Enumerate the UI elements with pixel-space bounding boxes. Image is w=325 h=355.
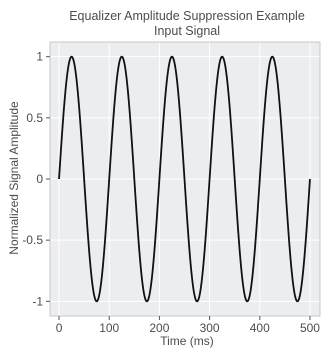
x-tick-label: 300 xyxy=(200,321,220,335)
y-tick-label: -1 xyxy=(32,294,43,308)
x-axis-label: Time (ms) xyxy=(160,334,214,348)
y-tick-label: 1 xyxy=(36,50,43,64)
chart-subtitle: Input Signal xyxy=(154,24,220,38)
y-axis-label: Normalized Signal Amplitude xyxy=(7,101,21,255)
x-tick-label: 400 xyxy=(250,321,270,335)
x-tick-label: 100 xyxy=(99,321,119,335)
x-tick-label: 500 xyxy=(300,321,320,335)
y-tick-label: -0.5 xyxy=(22,233,43,247)
x-tick-label: 0 xyxy=(56,321,63,335)
plot-area: 0 100 200 300 400 500 1 0.5 0 -0.5 -1 xyxy=(22,41,321,335)
chart-title: Equalizer Amplitude Suppression Example xyxy=(69,9,305,23)
y-tick-label: 0 xyxy=(36,172,43,186)
signal-line xyxy=(58,55,311,303)
y-tick-label: 0.5 xyxy=(26,111,43,125)
x-tick-label: 200 xyxy=(149,321,169,335)
